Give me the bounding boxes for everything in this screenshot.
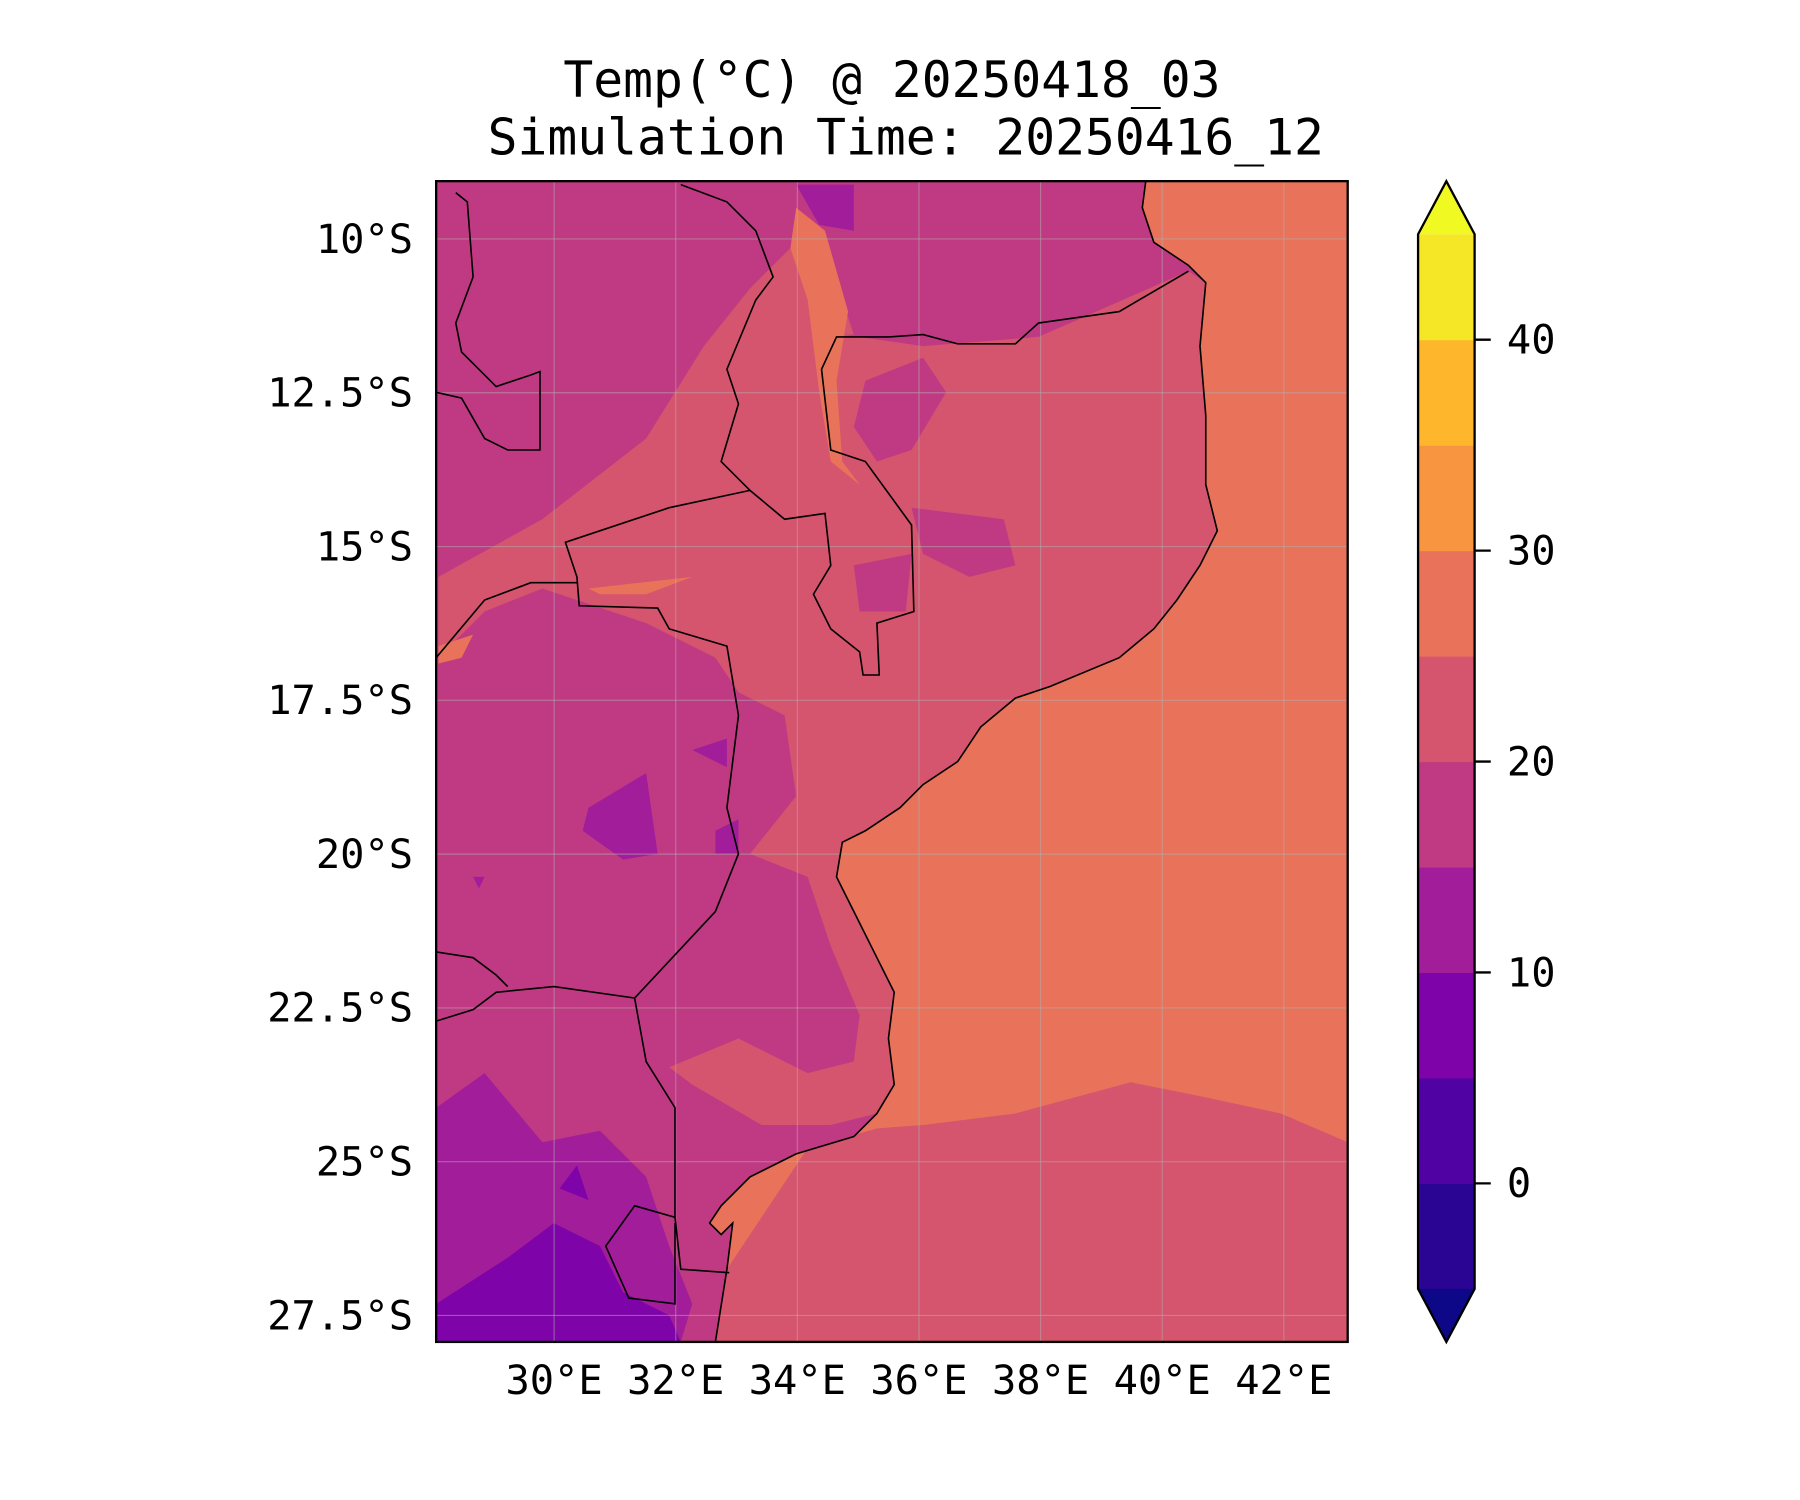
land-warm-region — [438, 242, 1218, 1126]
y-tick-label: 22.5°S — [267, 985, 413, 1032]
y-tick-label: 20°S — [316, 831, 413, 878]
land-hot-strip — [438, 207, 860, 664]
colorbar-extend-max — [1418, 181, 1475, 235]
y-tick-label: 25°S — [316, 1139, 413, 1186]
x-tick-label: 30°E — [506, 1357, 603, 1404]
colorbar-tick-label: 10 — [1507, 949, 1556, 996]
coastline — [708, 181, 1219, 1342]
colorbar-tick-label: 40 — [1507, 317, 1556, 364]
chart-title-line2: Simulation Time: 20250416_12 — [488, 109, 1324, 167]
y-tick-label: 10°S — [316, 216, 413, 263]
colorbar-band — [1418, 234, 1475, 341]
land-coldest-region — [436, 1165, 681, 1342]
land-cold-region — [436, 184, 854, 1342]
colorbar-outline — [1416, 178, 1476, 1345]
x-tick-label: 42°E — [1235, 1357, 1332, 1404]
x-tick-label: 36°E — [870, 1357, 967, 1404]
land-cool-patch — [853, 357, 1016, 612]
colorbar-band — [1418, 867, 1475, 974]
y-tick-label: 27.5°S — [267, 1292, 413, 1339]
colorbar-band — [1418, 761, 1475, 868]
x-tick-label: 38°E — [992, 1357, 1089, 1404]
colorbar-band — [1418, 656, 1475, 763]
y-axis-ticks: 10°S 12.5°S 15°S 17.5°S 20°S 22.5°S 25°S 27.5°S — [267, 216, 413, 1339]
map-frame — [434, 179, 1349, 1344]
x-tick-label: 34°E — [749, 1357, 846, 1404]
colorbar-band — [1418, 445, 1475, 552]
country-borders — [436, 183, 1189, 1305]
colorbar-band — [1418, 339, 1475, 446]
chart-title-line1: Temp(°C) @ 20250418_03 — [563, 51, 1220, 109]
y-tick-label: 12.5°S — [267, 370, 413, 417]
colorbar-band — [1418, 1183, 1475, 1290]
colorbar-extend-min — [1418, 1288, 1475, 1342]
colorbar-tick-label: 30 — [1507, 527, 1556, 574]
y-tick-label: 17.5°S — [267, 677, 413, 724]
map-area — [436, 181, 1348, 1342]
colorbar: 0 10 20 30 40 — [1416, 178, 1556, 1345]
colorbar-band — [1418, 972, 1475, 1079]
colorbar-band — [1418, 550, 1475, 657]
colorbar-tick-label: 0 — [1507, 1160, 1531, 1207]
x-tick-label: 32°E — [627, 1357, 724, 1404]
colorbar-tick-label: 20 — [1507, 738, 1556, 785]
x-tick-label: 40°E — [1114, 1357, 1211, 1404]
x-axis-ticks: 30°E 32°E 34°E 36°E 38°E 40°E 42°E — [506, 1357, 1333, 1404]
colorbar-band — [1418, 1077, 1475, 1184]
ocean-south-region — [715, 1082, 1348, 1342]
y-tick-label: 15°S — [316, 523, 413, 570]
